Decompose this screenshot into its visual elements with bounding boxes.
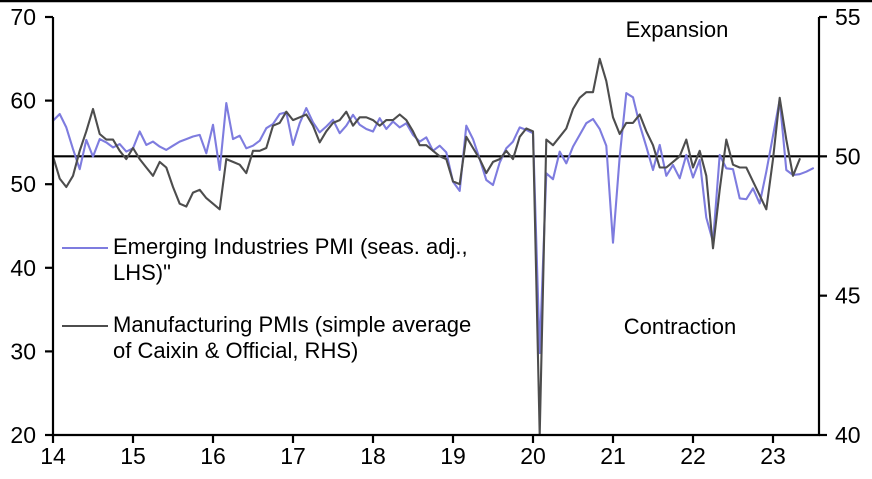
right-axis-tick-label: 45 (835, 283, 861, 309)
x-axis-tick-label: 16 (200, 443, 226, 469)
expansion-annotation: Expansion (625, 17, 729, 42)
legend-label-emerging-pmi: Emerging Industries PMI (seas. adj., LHS… (113, 234, 468, 285)
right-axis-tick-label: 50 (835, 143, 861, 169)
legend-entry-emerging-pmi: Emerging Industries PMI (seas. adj., LHS… (62, 234, 491, 286)
contraction-annotation: Contraction (623, 314, 737, 339)
x-axis-tick-label: 22 (680, 443, 706, 469)
right-axis-tick-label: 55 (835, 4, 861, 30)
manufacturing-pmi-line (51, 57, 801, 437)
legend-label-manufacturing-pmi: Manufacturing PMIs (simple average of Ca… (113, 312, 472, 363)
x-axis-tick-label: 18 (360, 443, 386, 469)
left-axis-tick-label: 40 (10, 255, 36, 281)
x-axis-tick-label: 15 (120, 443, 146, 469)
manufacturing-pmi-line-swatch (62, 325, 108, 327)
legend-entry-manufacturing-pmi: Manufacturing PMIs (simple average of Ca… (62, 312, 491, 364)
x-axis-tick-label: 20 (520, 443, 546, 469)
x-axis-tick-label: 23 (760, 443, 786, 469)
left-axis-tick-label: 30 (10, 338, 36, 364)
emerging-pmi-line-swatch (62, 247, 108, 249)
x-axis-tick-label: 19 (440, 443, 466, 469)
x-axis-tick-label: 17 (280, 443, 306, 469)
left-axis-tick-label: 60 (10, 88, 36, 114)
right-axis-tick-label: 40 (835, 422, 861, 448)
left-axis-tick-label: 20 (10, 422, 36, 448)
x-axis-tick-label: 14 (40, 443, 66, 469)
left-axis-tick-label: 50 (10, 171, 36, 197)
x-axis-tick-label: 21 (600, 443, 626, 469)
left-axis-tick-label: 70 (10, 4, 36, 30)
